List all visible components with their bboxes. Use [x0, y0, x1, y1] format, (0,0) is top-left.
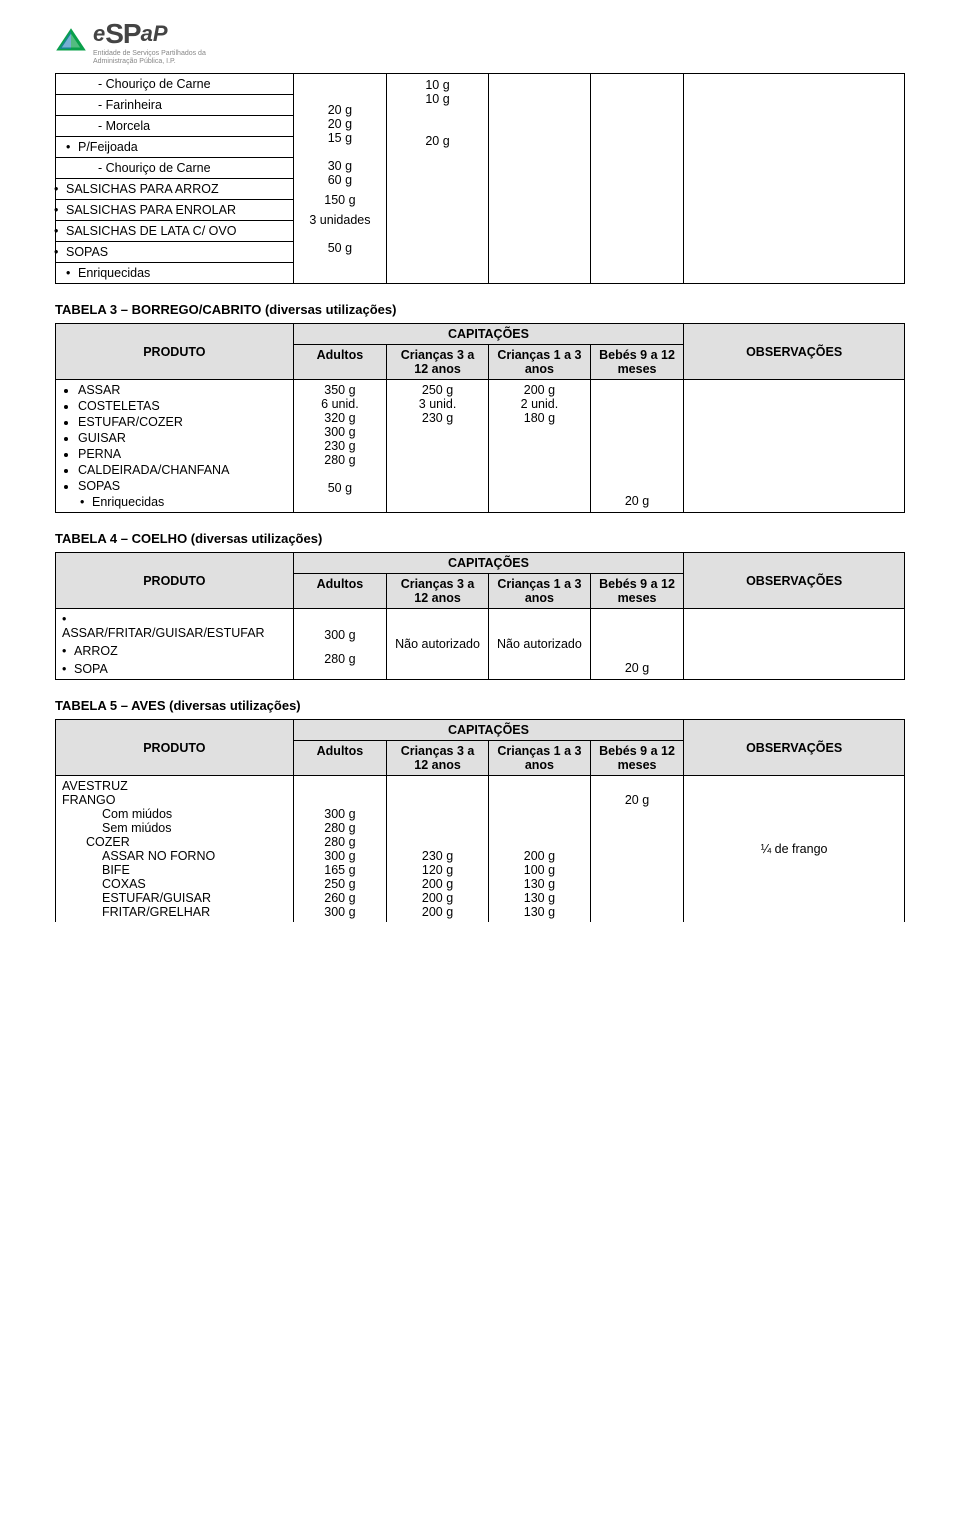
t5-c3: 200 g 100 g 130 g 130 g 130 g: [488, 776, 590, 923]
hdr-obs: OBSERVAÇÕES: [684, 720, 905, 776]
hdr-beb: Bebés 9 a 12 meses: [590, 741, 683, 776]
logo: eSPaP Entidade de Serviços Partilhados d…: [55, 20, 905, 65]
product-cell: SOPAS: [56, 242, 294, 263]
hdr-capit: CAPITAÇÕES: [293, 720, 684, 741]
t5-prod: AVESTRUZ FRANGO Com miúdos Sem miúdos CO…: [56, 776, 294, 923]
product-cell: - Chouriço de Carne: [56, 158, 294, 179]
product-cell: SALSICHAS PARA ENROLAR: [56, 200, 294, 221]
hdr-c12: Crianças 3 a 12 anos: [387, 741, 489, 776]
table-row: - Chouriço de Carne 20 g 20 g 15 g 30 g …: [56, 74, 905, 95]
logo-icon: [55, 27, 87, 59]
t5-beb: 20 g: [590, 776, 683, 923]
t4-c12: Não autorizado: [387, 609, 489, 680]
hdr-c12: Crianças 3 a 12 anos: [387, 574, 489, 609]
logo-wordmark: eSPaP: [93, 20, 223, 48]
hdr-produto: PRODUTO: [56, 324, 294, 380]
hdr-c12: Crianças 3 a 12 anos: [387, 345, 489, 380]
table4-title: TABELA 4 – COELHO (diversas utilizações): [55, 531, 905, 546]
table5-title: TABELA 5 – AVES (diversas utilizações): [55, 698, 905, 713]
table-continuation: - Chouriço de Carne 20 g 20 g 15 g 30 g …: [55, 73, 905, 284]
adults-col: 350 g 6 unid. 320 g 300 g 230 g 280 g 50…: [293, 380, 386, 513]
t4-adults: 300 g 280 g: [293, 609, 386, 680]
c12-col: 250 g 3 unid. 230 g: [387, 380, 489, 513]
prod-col: ASSAR COSTELETAS ESTUFAR/COZER GUISAR PE…: [56, 380, 294, 513]
c3-col: 200 g 2 unid. 180 g: [488, 380, 590, 513]
obs-cell: [684, 74, 905, 284]
hdr-produto: PRODUTO: [56, 553, 294, 609]
hdr-produto: PRODUTO: [56, 720, 294, 776]
logo-subtitle: Entidade de Serviços Partilhados da Admi…: [93, 50, 223, 65]
hdr-c3: Crianças 1 a 3 anos: [488, 345, 590, 380]
table5: PRODUTO CAPITAÇÕES OBSERVAÇÕES Adultos C…: [55, 719, 905, 922]
product-cell: - Morcela: [56, 116, 294, 137]
hdr-beb: Bebés 9 a 12 meses: [590, 574, 683, 609]
hdr-obs: OBSERVAÇÕES: [684, 553, 905, 609]
product-cell: P/Feijoada: [56, 137, 294, 158]
product-cell: - Chouriço de Carne: [56, 74, 294, 95]
hdr-c3: Crianças 1 a 3 anos: [488, 574, 590, 609]
t5-adults: 300 g 280 g 280 g 300 g 165 g 250 g 260 …: [293, 776, 386, 923]
t4-c3: Não autorizado: [488, 609, 590, 680]
c12-cell: 10 g 10 g 20 g: [387, 74, 489, 284]
hdr-obs: OBSERVAÇÕES: [684, 324, 905, 380]
beb-cell: [590, 74, 683, 284]
hdr-adultos: Adultos: [293, 741, 386, 776]
table3: PRODUTO CAPITAÇÕES OBSERVAÇÕES Adultos C…: [55, 323, 905, 513]
c3-cell: [488, 74, 590, 284]
adults-cell: 20 g 20 g 15 g 30 g 60 g 150 g 3 unidade…: [293, 74, 386, 284]
table4: PRODUTO CAPITAÇÕES OBSERVAÇÕES Adultos C…: [55, 552, 905, 680]
hdr-capit: CAPITAÇÕES: [293, 553, 684, 574]
hdr-adultos: Adultos: [293, 345, 386, 380]
t4-obs: [684, 609, 905, 680]
product-cell: Enriquecidas: [56, 263, 294, 284]
t5-c12: 230 g 120 g 200 g 200 g 200 g: [387, 776, 489, 923]
hdr-adultos: Adultos: [293, 574, 386, 609]
product-cell: SALSICHAS DE LATA C/ OVO: [56, 221, 294, 242]
product-cell: SALSICHAS PARA ARROZ: [56, 179, 294, 200]
t4-beb: 20 g: [590, 609, 683, 680]
hdr-beb: Bebés 9 a 12 meses: [590, 345, 683, 380]
table3-title: TABELA 3 – BORREGO/CABRITO (diversas uti…: [55, 302, 905, 317]
t5-obs: ¼ de frango: [684, 776, 905, 923]
obs-col: [684, 380, 905, 513]
product-cell: - Farinheira: [56, 95, 294, 116]
t4-prod: ASSAR/FRITAR/GUISAR/ESTUFAR ARROZ SOPA: [56, 609, 294, 680]
hdr-c3: Crianças 1 a 3 anos: [488, 741, 590, 776]
hdr-capit: CAPITAÇÕES: [293, 324, 684, 345]
beb-col: 20 g: [590, 380, 683, 513]
